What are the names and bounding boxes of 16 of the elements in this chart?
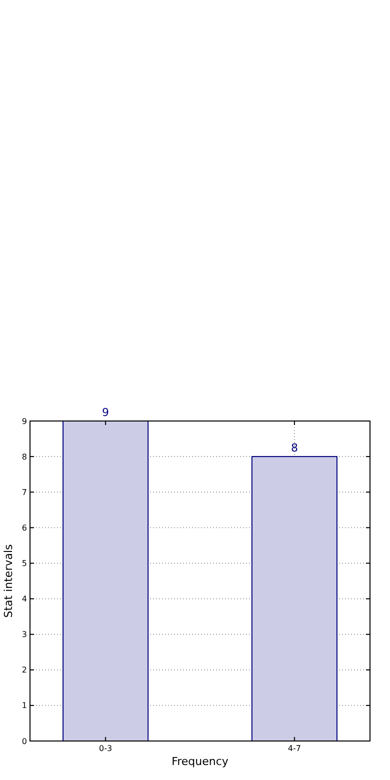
y-axis-title: Stat intervals: [2, 544, 15, 618]
y-tick-label: 2: [22, 666, 27, 675]
x-tick-label: 0-3: [99, 744, 112, 753]
y-tick-label: 3: [22, 630, 27, 640]
y-tick-label: 5: [22, 559, 27, 568]
data-label: 8: [290, 442, 298, 455]
x-axis-title: Frequency: [172, 755, 229, 768]
y-tick-label: 7: [22, 488, 27, 497]
y-tick-label: 0: [22, 736, 27, 746]
y-tick-label: 8: [22, 452, 27, 462]
y-tick-label: 1: [22, 701, 27, 710]
x-tick-label: 4-7: [288, 744, 301, 753]
y-tick-label: 4: [22, 594, 27, 604]
y-tick-label: 9: [22, 416, 27, 426]
y-tick-label: 6: [22, 523, 27, 532]
data-label: 9: [102, 406, 110, 419]
